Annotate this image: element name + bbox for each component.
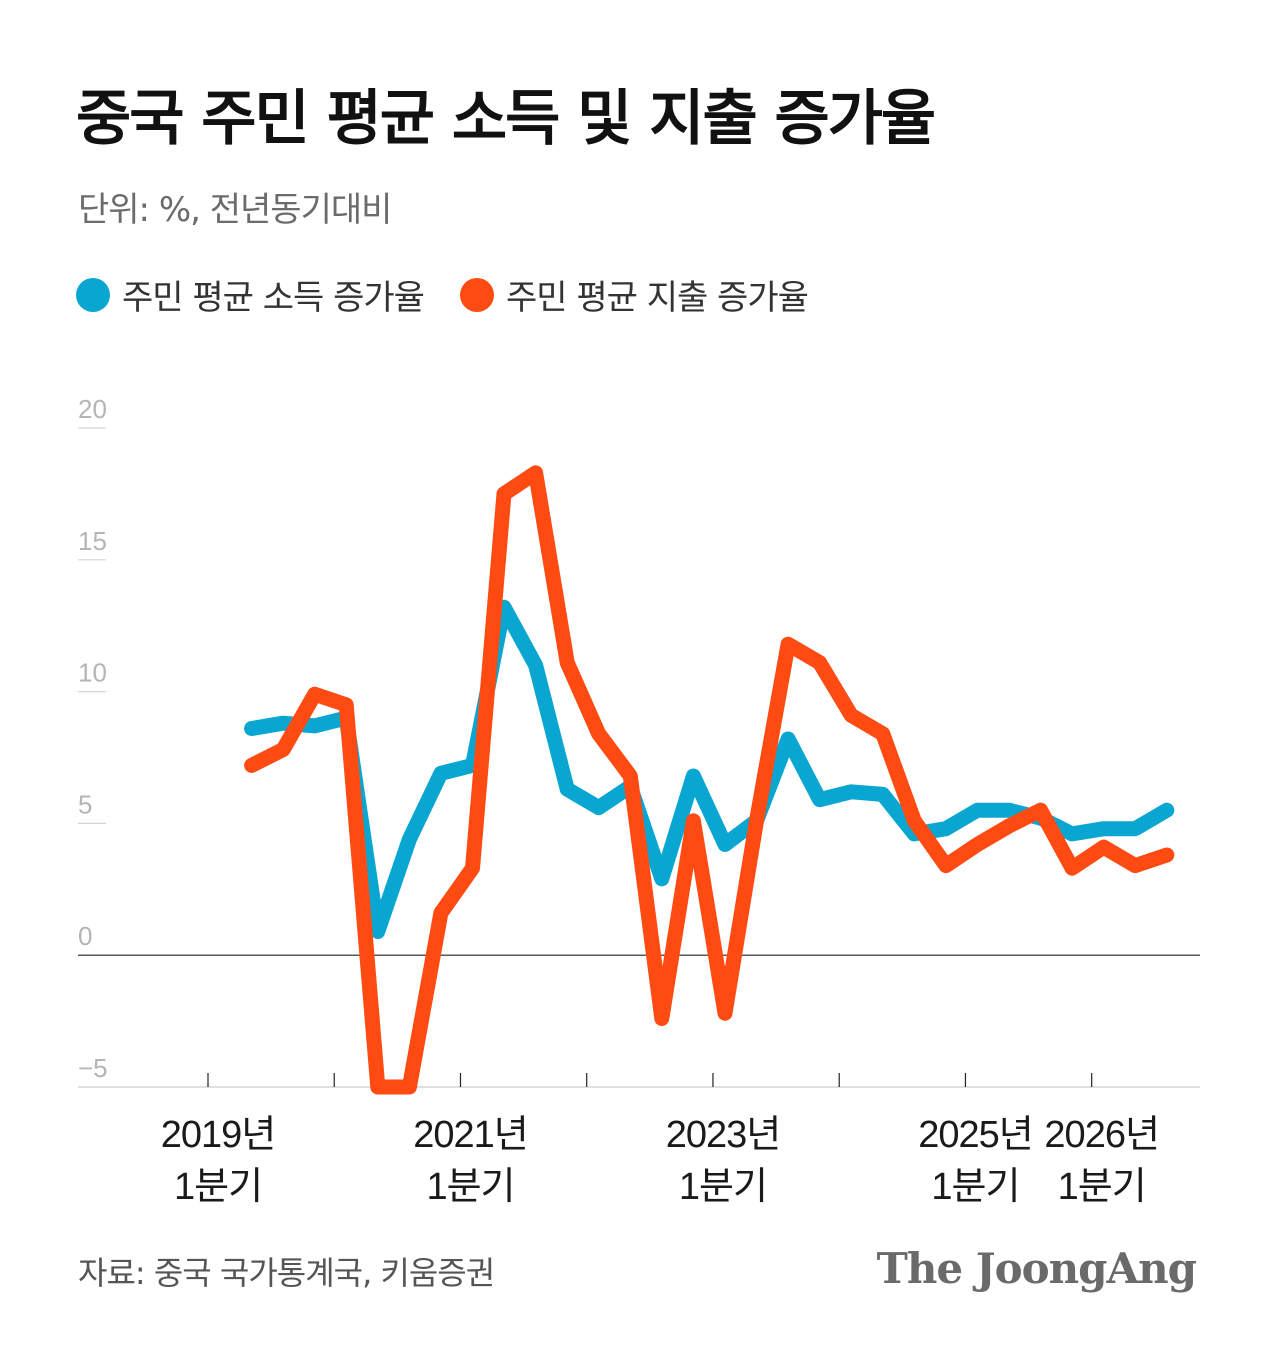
x-tick-label: 2023년 [666, 1114, 781, 1156]
x-tick-label: 1분기 [426, 1166, 514, 1208]
legend: 주민 평균 소득 증가율 주민 평균 지출 증가율 [76, 270, 809, 319]
chart-unit-subtitle: 단위: %, 전년동기대비 [78, 190, 392, 230]
x-tick-label: 2026년 [1044, 1114, 1159, 1156]
y-tick-label: 15 [78, 526, 107, 556]
y-tick-label: 0 [78, 921, 92, 951]
line-chart: 20 15 10 5 0 −5 2019년 1분기 2021년 1분기 2023년 1분기 2025년 1… [78, 394, 1200, 1208]
y-tick-label: 5 [78, 789, 92, 819]
y-tick-label: 20 [78, 394, 107, 424]
legend-spending-swatch [459, 277, 494, 312]
x-tick-label: 2019년 [161, 1114, 276, 1156]
income-series-line [244, 599, 1175, 939]
source-note: 자료: 중국 국가통계국, 키움증권 [78, 1254, 495, 1292]
x-tick-label: 1분기 [174, 1166, 262, 1208]
legend-item-income: 주민 평균 소득 증가율 [76, 270, 425, 319]
x-tick-label: 1분기 [679, 1166, 767, 1208]
brand-logo: The JoongAng [876, 1244, 1197, 1293]
legend-spending-label: 주민 평균 지출 증가율 [505, 278, 809, 318]
legend-income-label: 주민 평균 소득 증가율 [122, 278, 425, 318]
legend-item-spending: 주민 평균 지출 증가율 [459, 270, 809, 319]
chart-title: 중국 주민 평균 소득 및 지출 증가율 [76, 84, 936, 154]
y-tick-label: 10 [78, 658, 107, 688]
y-tick-label: −5 [78, 1053, 108, 1083]
x-tick-label: 2021년 [413, 1114, 528, 1156]
x-tick-label: 2025년 [918, 1114, 1033, 1156]
legend-income-swatch [76, 277, 110, 312]
x-tick-label: 1분기 [1058, 1166, 1146, 1208]
spending-series-line [244, 465, 1175, 1095]
x-tick-label: 1분기 [931, 1166, 1019, 1208]
